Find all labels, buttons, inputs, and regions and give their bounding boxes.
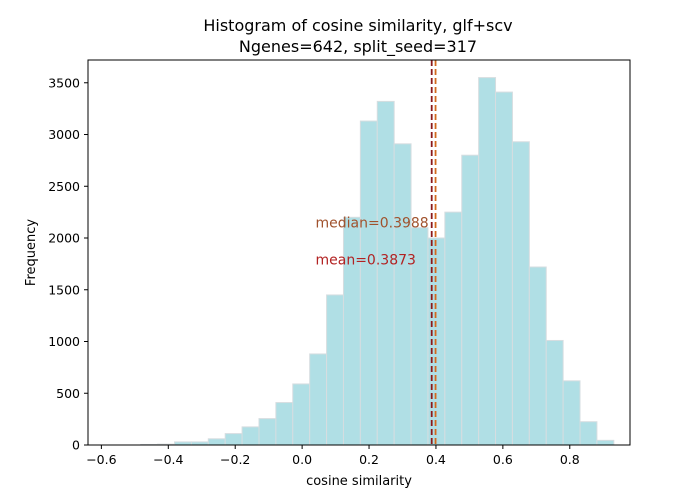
histogram-bar — [359, 120, 378, 446]
histogram-bar — [478, 77, 497, 446]
y-axis-ticks: 0 500 1000 1500 2000 2500 3000 3500 — [48, 75, 88, 453]
histogram-bar — [528, 266, 547, 446]
y-tick-label: 2500 — [48, 179, 80, 194]
histogram-bar — [444, 211, 463, 446]
x-tick-label: 0.0 — [292, 452, 312, 467]
histogram-bar — [562, 380, 581, 446]
histogram-bar — [258, 418, 277, 446]
histogram-bar — [326, 294, 344, 446]
y-tick-label: 2000 — [48, 231, 80, 246]
histogram-bar — [376, 100, 395, 446]
x-tick-label: 0.2 — [359, 452, 379, 467]
histogram-bar — [342, 216, 361, 446]
histogram-bar — [511, 141, 530, 446]
median-annotation: median=0.3988 — [316, 215, 429, 231]
y-tick-label: 1500 — [48, 282, 80, 297]
histogram-bar — [241, 426, 260, 446]
x-tick-label: 0.6 — [493, 452, 513, 467]
histogram-bar — [495, 91, 513, 446]
histogram-bar — [545, 339, 564, 446]
x-tick-label: 0.4 — [426, 452, 446, 467]
histogram-bar — [461, 154, 480, 446]
histogram-bar — [275, 402, 294, 446]
y-tick-label: 0 — [72, 438, 80, 453]
histogram-bar — [596, 439, 615, 446]
x-tick-label: −0.2 — [220, 452, 250, 467]
y-tick-label: 3500 — [48, 75, 80, 90]
mean-annotation: mean=0.3873 — [316, 253, 416, 269]
histogram-bar — [309, 353, 328, 446]
histogram-bar — [292, 383, 311, 446]
y-tick-label: 1000 — [48, 334, 80, 349]
chart-subtitle: Ngenes=642, split_seed=317 — [239, 37, 477, 57]
histogram-bar — [207, 438, 226, 446]
plot-frame — [87, 59, 631, 446]
x-axis-ticks: −0.6 −0.4 −0.2 0.0 0.2 0.4 0.6 0.8 — [86, 445, 580, 467]
histogram-bar — [224, 433, 243, 446]
x-tick-label: 0.8 — [560, 452, 580, 467]
chart-title: Histogram of cosine similarity, glf+scv — [203, 16, 512, 35]
histogram-bars — [140, 77, 615, 446]
y-axis-label: Frequency — [24, 219, 39, 286]
reference-lines — [430, 60, 437, 445]
y-tick-label: 500 — [56, 386, 80, 401]
x-tick-label: −0.4 — [153, 452, 183, 467]
histogram-bar — [393, 143, 412, 446]
x-tick-label: −0.6 — [86, 452, 116, 467]
histogram-bar — [579, 421, 598, 446]
x-axis-label: cosine similarity — [306, 474, 412, 489]
y-tick-label: 3000 — [48, 127, 80, 142]
